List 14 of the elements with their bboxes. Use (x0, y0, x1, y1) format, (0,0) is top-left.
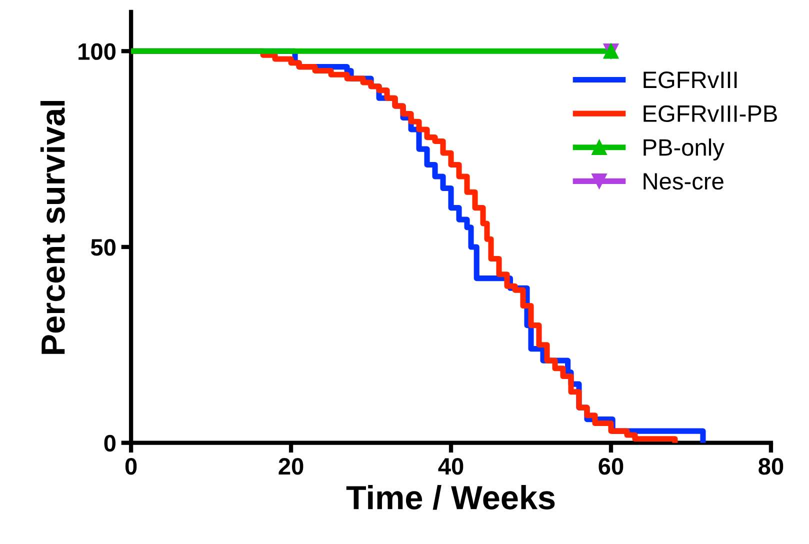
legend-label: Nes-cre (644, 173, 724, 190)
y-axis-title: Percent survival (40, 100, 65, 354)
legend-label: EGFRvIII (644, 72, 737, 88)
y-tick-label: 0 (104, 434, 116, 452)
x-tick-label: 0 (125, 458, 137, 475)
legend-label: PB-only (644, 138, 724, 161)
x-tick-label: 40 (438, 458, 464, 475)
y-tick-label: 100 (78, 43, 116, 60)
legend-label: EGFRvIII-PB (644, 105, 777, 122)
y-tick-label: 50 (90, 239, 116, 256)
x-axis-title: Time / Weeks (346, 484, 555, 510)
x-tick-label: 60 (598, 458, 624, 475)
x-tick-label: 80 (758, 458, 784, 475)
x-tick-label: 20 (278, 458, 304, 475)
